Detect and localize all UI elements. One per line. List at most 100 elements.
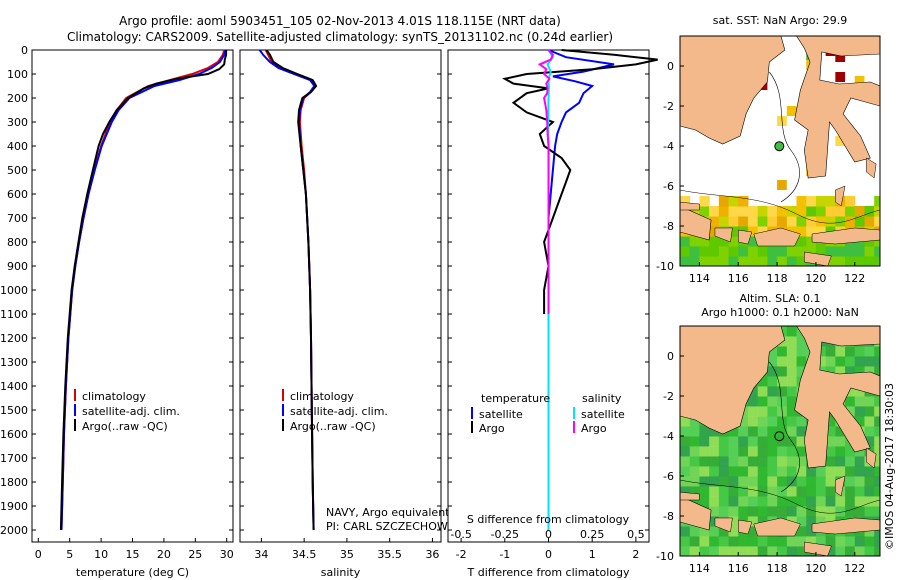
sla-cell xyxy=(767,356,778,367)
sla-cell xyxy=(864,536,875,547)
sst-cell xyxy=(854,206,865,217)
sla-cell xyxy=(747,516,759,527)
sst-cell xyxy=(835,136,846,146)
sst-cell xyxy=(796,256,807,266)
y-tick-label: 1600 xyxy=(0,428,28,441)
sla-cell xyxy=(874,486,880,497)
sla-cell xyxy=(786,376,798,387)
sla-cell xyxy=(786,446,798,457)
sla-cell xyxy=(777,536,788,547)
diff-legend-sal-title: salinity xyxy=(582,392,622,405)
legend-label-climatology: climatology xyxy=(290,390,354,403)
plot-frame xyxy=(239,49,442,543)
sla-cell xyxy=(864,466,875,477)
sla-cell xyxy=(825,446,836,457)
figure-title-line1: Argo profile: aoml 5903451_105 02-Nov-20… xyxy=(119,14,561,28)
sla-cell xyxy=(777,496,788,507)
map-x-tick-label: 116 xyxy=(728,272,749,285)
sla-cell xyxy=(738,546,749,556)
sla-cell xyxy=(680,446,691,457)
sla-cell xyxy=(777,446,788,457)
sla-cell xyxy=(854,546,865,556)
x-tick-label: -1 xyxy=(499,548,510,561)
sla-cell xyxy=(796,446,807,457)
sla-cell xyxy=(728,466,739,477)
sst-cell xyxy=(757,226,768,237)
sst-cell xyxy=(874,236,880,247)
map-y-tick-label: -2 xyxy=(663,390,674,403)
sla-cell xyxy=(747,506,759,517)
sla-cell xyxy=(757,516,768,527)
sst-cell xyxy=(689,246,700,257)
madura-island xyxy=(680,201,700,211)
sst-cell xyxy=(854,76,865,86)
sla-cell xyxy=(767,376,778,387)
sla-cell xyxy=(786,426,798,437)
x-tick-label: 0 xyxy=(35,548,42,561)
sla-cell xyxy=(845,486,856,497)
y-tick-label: 100 xyxy=(7,68,28,81)
sla-cell xyxy=(786,416,798,427)
sla-cell xyxy=(767,446,778,457)
sla-cell xyxy=(815,356,827,367)
bathymetry-contour xyxy=(769,71,800,203)
top-x-tick-label: 0.5 xyxy=(627,528,645,541)
sla-cell xyxy=(680,476,691,487)
y-tick-label: 800 xyxy=(7,236,28,249)
sla-cell xyxy=(709,476,720,487)
sla-cell xyxy=(689,486,700,497)
sst-cell xyxy=(825,246,836,257)
sst-cell xyxy=(786,216,798,227)
sst-cell xyxy=(796,246,807,257)
sla-cell xyxy=(718,536,730,547)
sla-cell xyxy=(825,416,836,427)
sst-cell xyxy=(825,216,836,227)
sla-cell xyxy=(767,456,778,467)
sla-cell xyxy=(864,366,875,377)
sla-cell xyxy=(854,396,865,407)
x-tick-label: 34.5 xyxy=(292,548,317,561)
sla-cell xyxy=(777,346,788,357)
sla-cell xyxy=(796,496,807,507)
sla-cell xyxy=(747,486,759,497)
sla-cell xyxy=(728,496,739,507)
map-content xyxy=(680,36,880,266)
sla-cell xyxy=(767,506,778,517)
sst-map-title: sat. SST: NaN Argo: 29.9 xyxy=(713,14,847,27)
sla-cell xyxy=(825,486,836,497)
sla-cell xyxy=(747,396,759,407)
sla-cell xyxy=(777,416,788,427)
sla-cell xyxy=(738,476,749,487)
sla-cell xyxy=(825,506,836,517)
lombok-island xyxy=(738,519,753,535)
sla-cell xyxy=(777,546,788,556)
map-y-tick-label: -10 xyxy=(656,260,674,273)
sla-cell xyxy=(825,426,836,437)
sla-cell xyxy=(699,536,710,547)
sst-cell xyxy=(747,206,759,217)
map-y-tick-label: -10 xyxy=(656,550,674,563)
sla-cell xyxy=(835,456,846,467)
sst-cell xyxy=(699,206,710,217)
sla-cell xyxy=(874,346,880,357)
sla-cell xyxy=(767,436,778,447)
y-tick-label: 1500 xyxy=(0,404,28,417)
sla-cell xyxy=(728,456,739,467)
sst-cell xyxy=(825,206,836,217)
sla-cell xyxy=(767,386,778,397)
sst-cell xyxy=(728,256,739,266)
sla-cell xyxy=(796,486,807,497)
legend-label-argo: Argo(..raw -QC) xyxy=(82,420,168,433)
map-x-tick-label: 120 xyxy=(805,272,826,285)
sst-cell xyxy=(796,236,807,247)
sla-cell xyxy=(815,496,827,507)
sst-cell xyxy=(874,196,880,207)
x-tick-label: 0 xyxy=(545,548,552,561)
sla-cell xyxy=(699,466,710,477)
sla-cell xyxy=(689,546,700,556)
sla-cell xyxy=(835,436,846,447)
sst-cell xyxy=(815,196,827,207)
sla-cell xyxy=(854,386,865,397)
navy-note-line2: PI: CARL SZCZECHOWSKI xyxy=(326,520,465,533)
sla-cell xyxy=(845,446,856,457)
